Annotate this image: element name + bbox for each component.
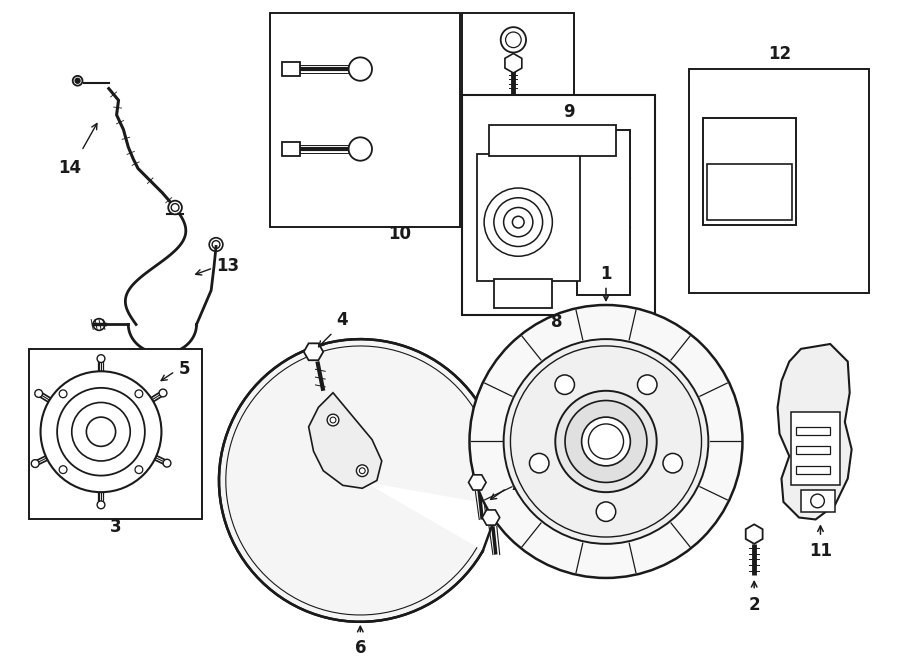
Circle shape (97, 501, 105, 508)
Circle shape (470, 305, 742, 578)
Circle shape (59, 466, 67, 473)
Bar (577, 130, 630, 295)
Circle shape (506, 32, 521, 48)
Circle shape (555, 375, 574, 395)
Circle shape (73, 76, 83, 85)
Text: 3: 3 (110, 518, 122, 536)
Circle shape (356, 465, 368, 477)
Text: 9: 9 (563, 103, 575, 121)
Circle shape (589, 424, 624, 459)
Bar (462, 95, 654, 314)
Text: 6: 6 (355, 639, 366, 657)
Circle shape (591, 269, 615, 293)
Circle shape (86, 417, 115, 446)
Circle shape (57, 388, 145, 475)
Bar (794, 128, 802, 145)
Bar (688, 69, 869, 293)
Bar (462, 13, 574, 105)
Bar (29, 349, 203, 520)
Circle shape (32, 459, 39, 467)
Bar (791, 412, 840, 485)
Circle shape (72, 402, 130, 461)
Bar (283, 62, 300, 76)
Bar (707, 164, 792, 220)
Circle shape (555, 391, 657, 492)
Circle shape (663, 453, 682, 473)
Text: 13: 13 (216, 257, 239, 275)
Circle shape (359, 468, 365, 473)
Bar (796, 446, 830, 454)
Circle shape (510, 346, 701, 537)
Bar (796, 466, 830, 473)
Circle shape (59, 390, 67, 398)
Text: 2: 2 (749, 596, 760, 614)
Bar (801, 491, 835, 512)
Bar (477, 154, 580, 281)
Circle shape (513, 283, 533, 303)
Bar (796, 427, 830, 435)
Text: 1: 1 (600, 265, 612, 283)
Text: 7: 7 (509, 477, 521, 495)
Circle shape (212, 241, 220, 248)
Text: 5: 5 (179, 360, 191, 379)
Circle shape (163, 459, 171, 467)
Polygon shape (219, 339, 501, 622)
Circle shape (529, 453, 549, 473)
Bar (283, 142, 300, 156)
Text: 4: 4 (336, 311, 347, 330)
Circle shape (40, 371, 161, 492)
Polygon shape (309, 393, 382, 489)
Circle shape (76, 78, 80, 83)
Bar (489, 124, 616, 156)
Text: 8: 8 (552, 312, 563, 331)
Text: 14: 14 (58, 159, 81, 177)
Circle shape (330, 417, 336, 423)
Circle shape (500, 27, 526, 52)
Circle shape (637, 375, 657, 395)
Circle shape (94, 318, 105, 330)
Circle shape (348, 137, 372, 161)
Bar (494, 279, 553, 308)
Text: 12: 12 (768, 45, 791, 63)
Bar (698, 128, 706, 145)
Circle shape (348, 58, 372, 81)
Text: 10: 10 (388, 225, 410, 243)
Circle shape (135, 390, 143, 398)
Circle shape (97, 355, 105, 363)
Circle shape (159, 389, 166, 397)
Circle shape (811, 494, 824, 508)
Circle shape (596, 274, 610, 287)
Circle shape (35, 389, 42, 397)
Circle shape (565, 401, 647, 483)
Text: 11: 11 (809, 542, 832, 560)
Circle shape (504, 339, 708, 544)
Circle shape (591, 142, 615, 166)
Circle shape (209, 238, 223, 252)
Circle shape (135, 466, 143, 473)
Circle shape (528, 130, 547, 150)
Circle shape (596, 502, 616, 522)
Polygon shape (778, 344, 851, 520)
Bar (270, 13, 460, 227)
Circle shape (581, 417, 630, 466)
Circle shape (328, 414, 339, 426)
Circle shape (596, 147, 610, 161)
Circle shape (168, 201, 182, 214)
Circle shape (171, 204, 179, 211)
Bar (704, 118, 796, 225)
